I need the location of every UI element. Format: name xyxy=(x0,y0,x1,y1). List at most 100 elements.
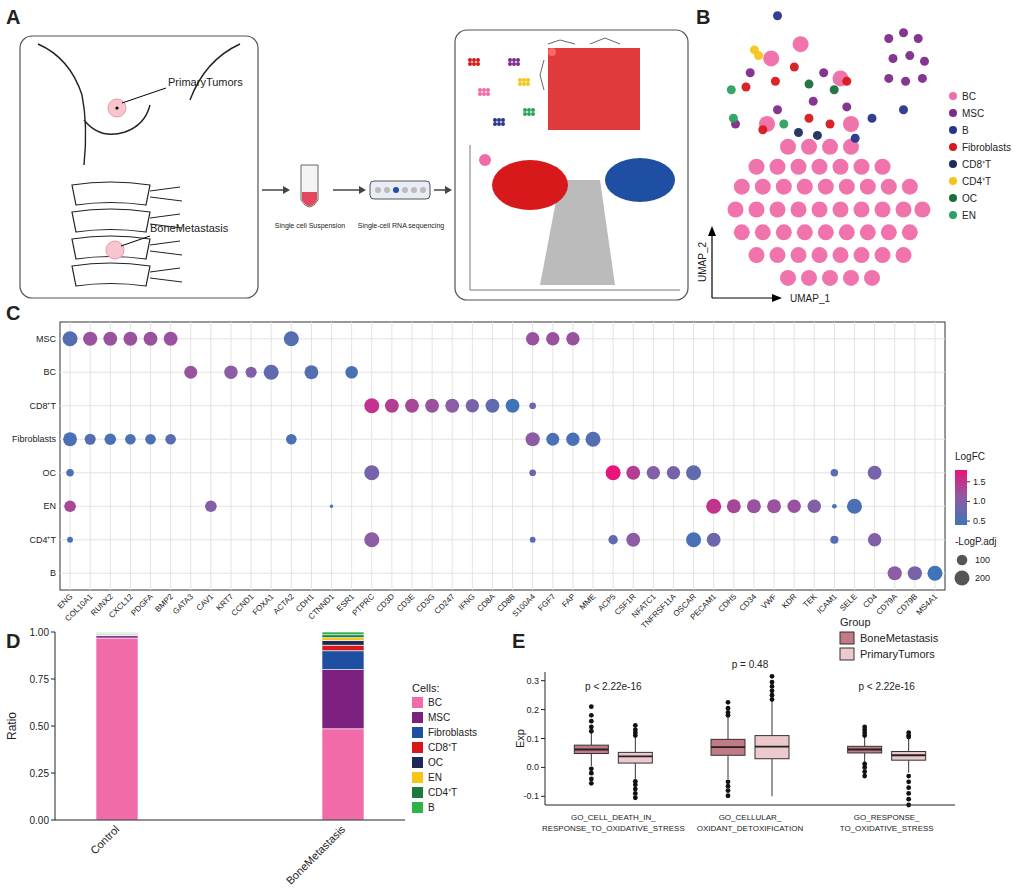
axis-arrow xyxy=(712,297,776,298)
icon-dot xyxy=(472,62,476,66)
whisker xyxy=(772,759,773,797)
outlier xyxy=(770,680,775,685)
plot-frame xyxy=(60,322,945,590)
outlier xyxy=(726,793,731,798)
legend-label: CD8⁺T xyxy=(962,159,991,170)
row-label: BC xyxy=(43,367,56,377)
dot xyxy=(706,499,721,514)
column-label: CCND1 xyxy=(230,592,256,618)
bar-segment xyxy=(96,636,138,638)
tick-label: 0.3 xyxy=(526,676,539,686)
dot xyxy=(546,433,559,446)
legend-key xyxy=(949,160,957,168)
icon-dot xyxy=(478,88,482,92)
icon-axis xyxy=(470,145,471,290)
grid-line xyxy=(613,322,614,590)
column-label: FOXA1 xyxy=(251,592,276,617)
dot xyxy=(104,433,116,445)
bar-segment xyxy=(322,645,364,651)
point xyxy=(801,139,817,155)
dot xyxy=(345,366,358,379)
tick-label: GO_RESPONSE_TO_OXIDATIVE_STRESS xyxy=(840,813,934,833)
grid-line xyxy=(472,322,473,590)
whisker xyxy=(864,737,865,746)
whisker xyxy=(635,737,636,752)
grid-line xyxy=(532,322,533,590)
column-label: CD3E xyxy=(395,592,416,613)
dot xyxy=(305,365,319,379)
legend-key xyxy=(412,787,423,798)
grid-line xyxy=(774,322,775,590)
icon-dot xyxy=(527,112,531,116)
whisker xyxy=(728,755,729,779)
size-key xyxy=(957,555,968,566)
process xyxy=(150,241,182,255)
legend-key xyxy=(949,211,957,219)
point xyxy=(746,68,755,77)
point xyxy=(797,179,813,195)
legend-key xyxy=(412,757,423,768)
icon-dot xyxy=(493,122,497,126)
point xyxy=(914,202,930,218)
figure: APrimaryTumorsBoneMetastasisSingle cell … xyxy=(0,0,1020,889)
colorbar xyxy=(955,470,967,525)
column-label: PECAM1 xyxy=(688,592,718,622)
background xyxy=(0,0,1020,889)
legend-label: CD8⁺T xyxy=(428,742,457,753)
legend-key xyxy=(412,697,423,708)
legend-label: B xyxy=(428,802,435,813)
point xyxy=(884,34,893,43)
legend-key xyxy=(412,742,423,753)
outlier xyxy=(589,729,594,734)
well xyxy=(393,187,399,193)
annotation: p < 2.22e-16 xyxy=(858,681,915,692)
process xyxy=(150,187,182,201)
tick xyxy=(967,501,970,502)
panel-label: B xyxy=(696,6,710,28)
bar-segment xyxy=(322,638,364,641)
legend-key xyxy=(412,727,423,738)
tick-label: GO_CELL_DEATH_IN_RESPONSE_TO_OXIDATIVE_S… xyxy=(542,813,685,833)
outlier xyxy=(906,730,911,735)
box xyxy=(892,752,926,761)
point xyxy=(780,270,796,286)
point xyxy=(860,224,876,240)
vertebra xyxy=(72,209,150,232)
column-label: CD8A xyxy=(475,592,497,614)
panel-b: BUMAP_1UMAP_2BCMSCBFibroblastsCD8⁺TCD4⁺T… xyxy=(696,6,1011,304)
outlier xyxy=(906,774,911,779)
bar-segment xyxy=(96,635,138,637)
box xyxy=(755,736,789,759)
grid-line xyxy=(230,322,231,590)
tick-label: 1.00 xyxy=(30,627,50,638)
point xyxy=(812,247,828,263)
bar-segment xyxy=(96,638,138,820)
grid-line xyxy=(371,322,372,590)
point xyxy=(801,270,817,286)
point xyxy=(868,114,877,123)
legend-label: Fibroblasts xyxy=(962,142,1011,153)
vertebra xyxy=(72,263,150,286)
row-label: CD4⁺T xyxy=(29,535,56,545)
point xyxy=(779,120,788,129)
bar-segment xyxy=(322,729,364,820)
point xyxy=(770,202,786,218)
panel-c: CMSCBCCD8⁺TFibroblastsOCENCD4⁺TBENGCOL10… xyxy=(6,302,997,630)
dot xyxy=(205,500,217,512)
arrow-head xyxy=(445,186,452,194)
point xyxy=(854,247,870,263)
icon-dot xyxy=(522,78,526,82)
tick xyxy=(541,738,545,739)
grid-line xyxy=(210,322,211,590)
median xyxy=(574,749,608,751)
tick-label: 0.5 xyxy=(973,516,986,526)
icon-dot xyxy=(482,88,486,92)
column-label: IFNG xyxy=(457,592,477,612)
bar-segment xyxy=(96,633,138,635)
icon-volcano xyxy=(492,160,568,210)
arrow-head xyxy=(772,294,782,302)
tick-label-line: GO_RESPONSE_ xyxy=(854,813,920,822)
point xyxy=(864,270,880,286)
point xyxy=(839,179,855,195)
dot xyxy=(667,466,680,479)
